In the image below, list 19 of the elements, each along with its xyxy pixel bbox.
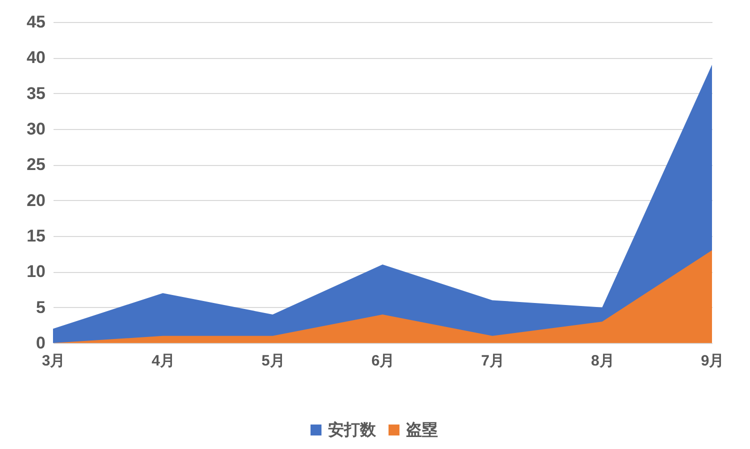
y-tick-label: 35 bbox=[26, 84, 46, 103]
x-tick-label: 4月 bbox=[152, 352, 176, 370]
x-tick-label: 3月 bbox=[42, 352, 66, 370]
y-tick-label: 25 bbox=[26, 155, 46, 174]
y-tick-label: 0 bbox=[36, 334, 46, 352]
y-tick-label: 15 bbox=[26, 226, 46, 246]
x-tick-label: 9月 bbox=[700, 352, 724, 370]
y-tick-label: 20 bbox=[26, 190, 46, 210]
x-tick-label: 6月 bbox=[371, 352, 395, 370]
y-tick-label: 5 bbox=[36, 298, 46, 317]
x-tick-label: 7月 bbox=[481, 352, 505, 370]
x-tick-label: 5月 bbox=[261, 352, 285, 370]
y-tick-label: 40 bbox=[26, 48, 46, 68]
y-tick-label: 45 bbox=[26, 12, 46, 32]
y-tick-label: 10 bbox=[26, 262, 46, 282]
x-tick-label: 8月 bbox=[590, 352, 614, 370]
legend-label: 安打数 bbox=[328, 420, 377, 439]
y-tick-label: 30 bbox=[26, 120, 46, 138]
legend-label: 盗塁 bbox=[406, 421, 438, 439]
